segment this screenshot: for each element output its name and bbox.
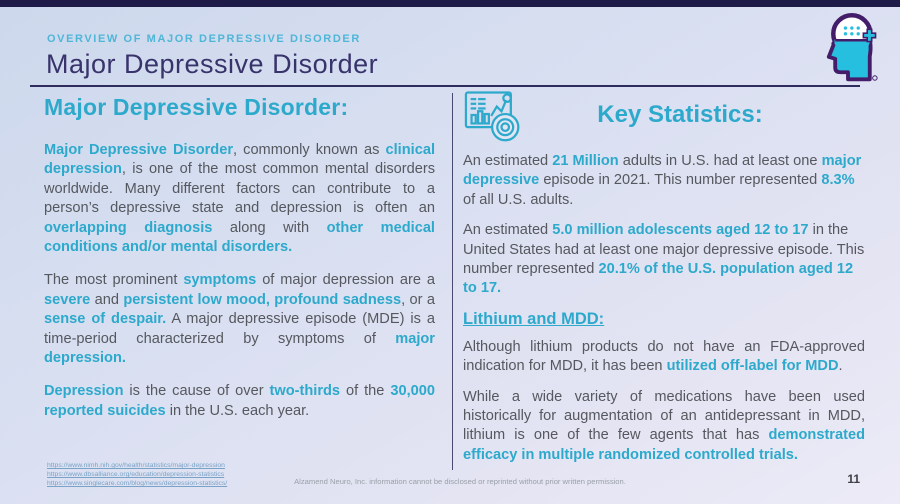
slide-eyebrow: OVERVIEW OF MAJOR DEPRESSIVE DISORDER xyxy=(47,33,361,45)
key-statistics-header: Key Statistics: xyxy=(463,86,865,144)
left-column: Major Depressive Disorder: Major Depress… xyxy=(44,94,435,435)
source-link-dbsalliance[interactable]: https://www.dbsalliance.org/education/de… xyxy=(47,471,225,478)
statistics-chart-icon xyxy=(464,91,520,142)
right-column: Key Statistics: An estimated 21 Million … xyxy=(463,86,865,476)
source-link-nimh[interactable]: https://www.nimh.nih.gov/health/statisti… xyxy=(47,462,225,469)
mdd-suicide-stat-paragraph: Depression is the cause of over two-thir… xyxy=(44,383,435,419)
page-number: 11 xyxy=(847,472,860,486)
lithium-mdd-subheading: Lithium and MDD: xyxy=(463,309,605,328)
source-links: https://www.nimh.nih.gov/health/statisti… xyxy=(47,462,297,487)
adults-statistic-paragraph: An estimated 21 Million adults in U.S. h… xyxy=(463,153,862,208)
lithium-efficacy-paragraph: While a wide variety of medications have… xyxy=(463,388,865,463)
confidentiality-disclaimer: Alzamend Neuro, Inc. information cannot … xyxy=(294,477,626,486)
right-section-heading: Key Statistics: xyxy=(597,101,763,128)
top-accent-bar xyxy=(0,0,900,7)
source-link-singlecare[interactable]: https://www.singlecare.com/blog/news/dep… xyxy=(47,480,228,487)
page-title: Major Depressive Disorder xyxy=(46,49,379,79)
left-section-heading: Major Depressive Disorder: xyxy=(44,94,349,120)
mdd-symptoms-paragraph: The most prominent symptoms of major dep… xyxy=(44,272,435,367)
mdd-definition-paragraph: Major Depressive Disorder, commonly know… xyxy=(44,142,435,256)
header-divider xyxy=(30,85,860,87)
adolescents-statistic-paragraph: An estimated 5.0 million adolescents age… xyxy=(463,222,865,297)
lithium-offlabel-paragraph: Although lithium products do not have an… xyxy=(463,338,865,375)
alzamend-brain-logo-icon xyxy=(826,13,878,82)
column-divider xyxy=(452,93,453,470)
